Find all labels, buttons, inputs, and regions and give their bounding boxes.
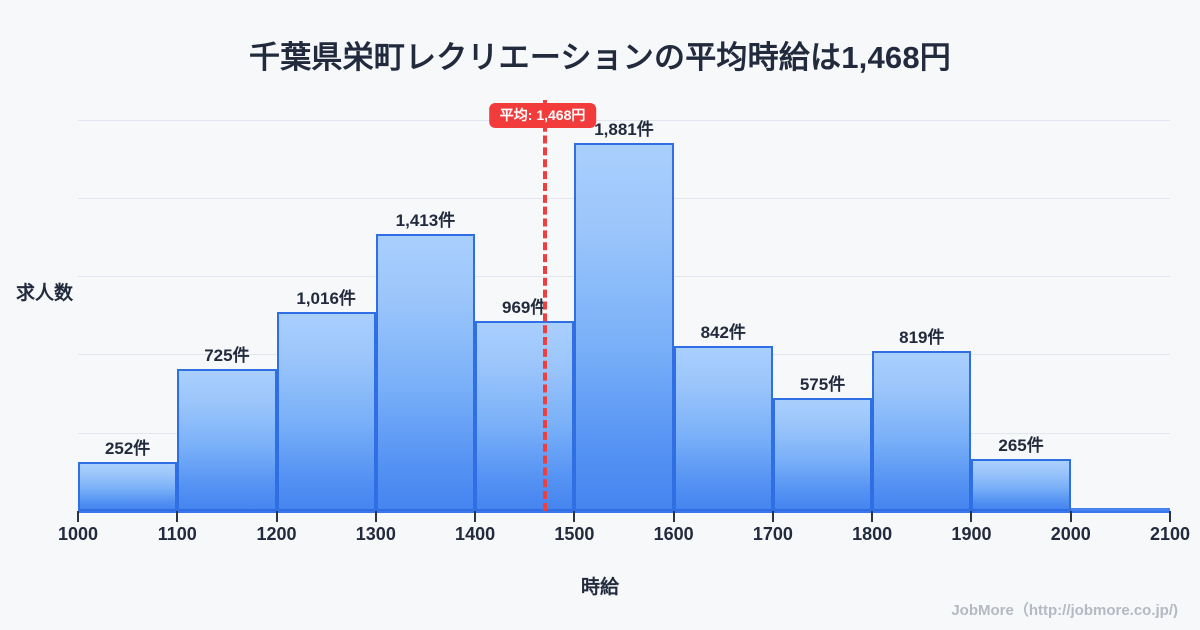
bar[interactable]: 819件 — [872, 328, 972, 511]
bar-value-label: 969件 — [502, 298, 548, 318]
bar[interactable]: 1,881件 — [574, 120, 674, 511]
bar-value-label: 265件 — [998, 436, 1044, 456]
average-badge: 平均: 1,468円 — [488, 103, 597, 128]
x-axis-tick-label: 1800 — [852, 524, 893, 544]
bar[interactable]: 575件 — [772, 375, 873, 511]
bar[interactable] — [1070, 508, 1170, 511]
x-axis-tick — [374, 511, 377, 522]
x-axis-tick — [275, 511, 278, 522]
plot-area: 252件 725件 1,016件 1,413件 969件 1,881件 842件 575件 81… — [78, 100, 1170, 511]
bar-value-label: 1,881件 — [594, 119, 654, 139]
average-line — [542, 100, 547, 511]
x-axis-tick — [1169, 511, 1171, 522]
x-axis-tick — [573, 511, 576, 522]
x-axis-tick-label: 2100 — [1149, 524, 1191, 544]
bar[interactable]: 725件 — [177, 346, 277, 511]
x-axis-tick-label: 1200 — [256, 524, 297, 544]
bar-value-label: 819件 — [899, 327, 945, 347]
x-axis-tick — [77, 511, 79, 522]
bar[interactable]: 252件 — [78, 439, 178, 511]
x-axis-tick — [474, 511, 477, 522]
bar-value-label: 1,413件 — [395, 211, 456, 231]
x-axis-line — [78, 511, 1170, 513]
bar[interactable]: 1,016件 — [276, 289, 376, 511]
x-axis-tick — [970, 511, 973, 522]
x-axis-tick — [1069, 511, 1072, 522]
x-axis-tick-label: 1500 — [554, 524, 595, 544]
x-axis-tick-label: 1700 — [752, 524, 793, 544]
x-axis-tick-label: 1100 — [157, 524, 197, 544]
x-axis-title: 時給 — [580, 577, 619, 598]
bar-value-label: 725件 — [204, 346, 250, 366]
bar[interactable]: 842件 — [673, 323, 773, 511]
bar-value-label: 842件 — [700, 323, 746, 343]
bar[interactable]: 1,413件 — [375, 211, 476, 511]
bar-value-label: 1,016件 — [296, 289, 356, 309]
x-axis-tick-label: 2000 — [1050, 524, 1091, 544]
footer-credit: JobMore（http://jobmore.co.jp/) — [951, 602, 1178, 619]
bar-value-label: 252件 — [104, 438, 151, 458]
x-axis-tick-label: 1600 — [653, 524, 694, 544]
x-axis-tick-label: 1000 — [57, 524, 99, 544]
bar-value-label: 575件 — [799, 375, 846, 395]
x-axis-tick — [176, 511, 179, 522]
x-axis-tick-label: 1900 — [951, 524, 992, 544]
bars-layer: 252件 725件 1,016件 1,413件 969件 1,881件 842件 575件 81… — [78, 100, 1170, 511]
chart-title: 千葉県栄町レクリエーションの平均時給は1,468円 — [249, 40, 951, 75]
bar[interactable]: 969件 — [475, 298, 575, 511]
x-axis-tick — [871, 511, 874, 522]
bar[interactable]: 265件 — [971, 436, 1071, 511]
x-axis-tick — [771, 511, 774, 522]
x-axis-tick — [672, 511, 675, 522]
x-axis-tick-label: 1400 — [455, 524, 496, 544]
y-axis-title: 求人数 — [16, 283, 74, 304]
x-axis-tick-label: 1300 — [355, 524, 396, 544]
